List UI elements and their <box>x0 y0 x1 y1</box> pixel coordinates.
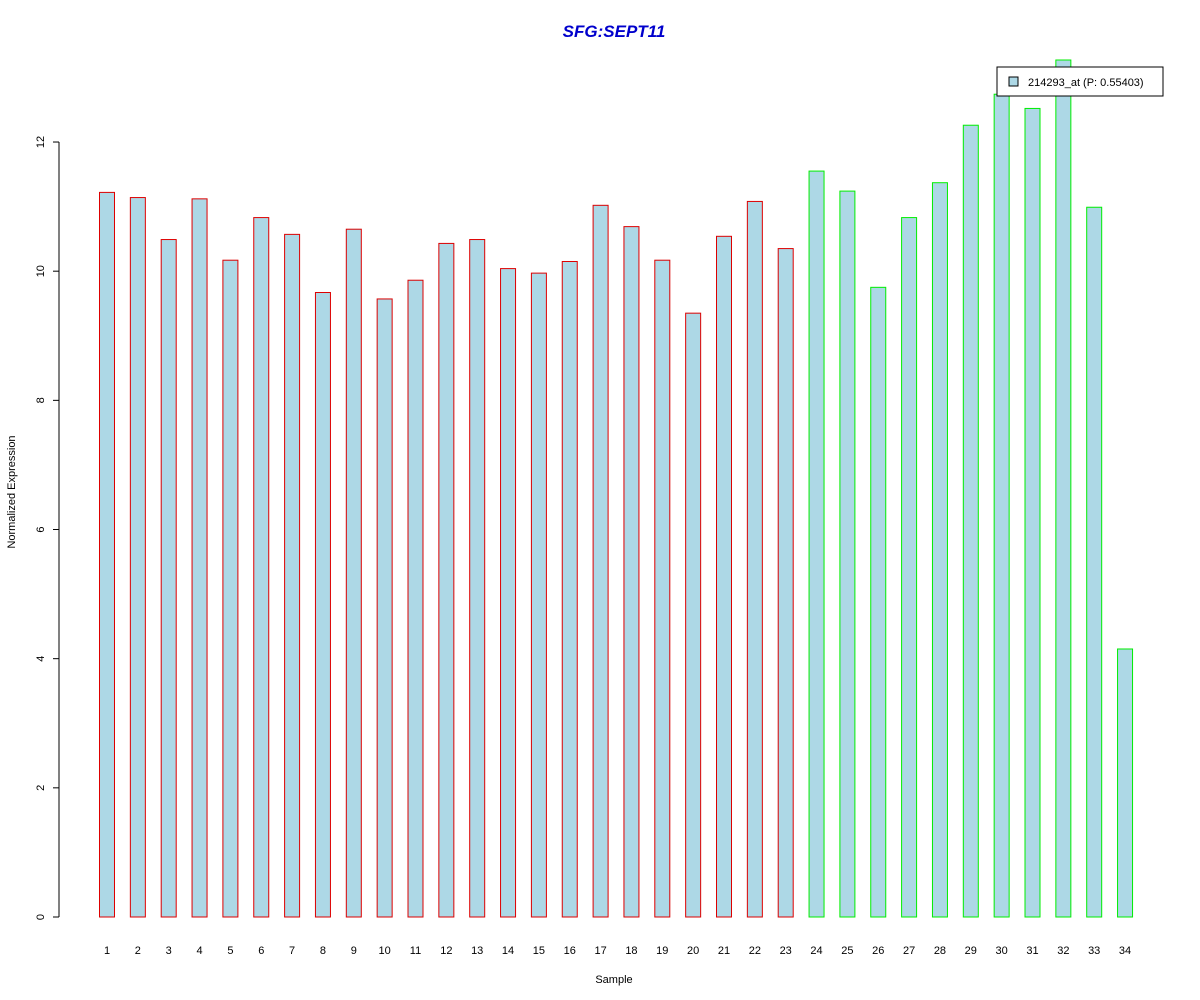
x-tick-label: 4 <box>196 945 202 957</box>
y-axis: 0 2 4 6 8 10 12 <box>35 136 60 920</box>
bar-sample-33 <box>1086 206 1103 918</box>
x-tick-label: 11 <box>410 945 421 957</box>
bar-sample-14 <box>500 268 517 918</box>
bar-sample-6 <box>253 217 270 918</box>
x-tick-label: 12 <box>440 945 452 957</box>
bar-sample-8 <box>314 291 331 918</box>
y-tick-label: 0 <box>35 914 47 920</box>
bar-sample-2 <box>129 197 146 918</box>
bar-sample-19 <box>654 259 671 918</box>
bar-sample-29 <box>962 124 979 918</box>
bar-sample-15 <box>530 272 547 918</box>
bar-sample-18 <box>623 226 640 918</box>
chart-title: SFG:SEPT11 <box>563 22 666 41</box>
bar-sample-10 <box>376 298 393 918</box>
y-tick-label: 6 <box>35 526 47 532</box>
x-tick-label: 17 <box>594 945 606 957</box>
x-tick-label: 21 <box>718 945 730 957</box>
x-tick-label: 6 <box>258 945 264 957</box>
x-tick-label: 5 <box>227 945 233 957</box>
x-tick-label: 8 <box>320 945 326 957</box>
x-tick-label: 33 <box>1088 945 1100 957</box>
x-axis-label: Sample <box>595 974 632 986</box>
bar-sample-5 <box>222 259 239 918</box>
bar-sample-34 <box>1117 648 1134 918</box>
legend-swatch <box>1008 76 1019 87</box>
bar-sample-22 <box>746 200 763 918</box>
bar-sample-24 <box>808 170 825 918</box>
x-tick-label: 23 <box>780 945 792 957</box>
bar-sample-26 <box>870 286 887 918</box>
y-tick-label: 8 <box>35 397 47 403</box>
bar-sample-20 <box>685 312 702 918</box>
x-tick-label: 13 <box>471 945 483 957</box>
legend-label: 214293_at (P: 0.55403) <box>1028 77 1144 89</box>
x-tick-label: 19 <box>656 945 668 957</box>
x-tick-label: 16 <box>564 945 576 957</box>
x-tick-label: 10 <box>379 945 391 957</box>
legend-box <box>996 66 1164 97</box>
bar-sample-16 <box>561 260 578 918</box>
x-tick-label: 3 <box>166 945 172 957</box>
bar-sample-23 <box>777 248 794 918</box>
x-tick-label: 25 <box>841 945 853 957</box>
x-tick-label: 7 <box>289 945 295 957</box>
x-tick-label: 9 <box>351 945 357 957</box>
y-axis-label: Normalized Expression <box>6 435 18 548</box>
x-tick-labels: 1 2 3 4 5 6 7 8 9 10 11 12 13 14 15 16 17 18 19 20 21 22 23 24 2… <box>104 945 1131 957</box>
x-tick-label: 34 <box>1119 945 1131 957</box>
x-tick-label: 32 <box>1057 945 1069 957</box>
x-tick-label: 18 <box>625 945 637 957</box>
bars-group <box>99 59 1134 918</box>
x-tick-label: 27 <box>903 945 915 957</box>
x-tick-label: 15 <box>533 945 545 957</box>
x-tick-label: 29 <box>965 945 977 957</box>
bar-sample-28 <box>931 182 948 918</box>
bar-sample-7 <box>284 233 301 918</box>
y-tick-label: 2 <box>35 785 47 791</box>
bar-sample-3 <box>160 239 177 918</box>
x-tick-label: 26 <box>872 945 884 957</box>
y-tick-label: 12 <box>35 136 47 148</box>
bar-sample-1 <box>99 191 115 918</box>
x-tick-label: 24 <box>810 945 822 957</box>
x-tick-label: 28 <box>934 945 946 957</box>
bar-sample-27 <box>901 217 918 918</box>
bar-sample-30 <box>993 93 1010 918</box>
y-tick-label: 10 <box>35 265 47 277</box>
bar-sample-21 <box>716 235 732 918</box>
x-tick-label: 31 <box>1026 945 1038 957</box>
bar-sample-32 <box>1055 59 1072 918</box>
bar-sample-12 <box>438 242 455 918</box>
x-tick-label: 20 <box>687 945 699 957</box>
x-tick-label: 1 <box>104 945 110 957</box>
bar-sample-31 <box>1024 107 1041 918</box>
bar-sample-4 <box>191 198 208 918</box>
y-tick-label: 4 <box>35 656 47 662</box>
bar-sample-25 <box>839 190 856 918</box>
x-tick-label: 30 <box>996 945 1008 957</box>
bar-sample-13 <box>469 239 486 918</box>
bar-sample-9 <box>345 228 362 918</box>
x-tick-label: 22 <box>749 945 761 957</box>
x-tick-label: 2 <box>135 945 141 957</box>
x-tick-label: 14 <box>502 945 514 957</box>
bar-sample-11 <box>407 279 424 918</box>
legend: 214293_at (P: 0.55403) <box>996 66 1164 97</box>
bar-sample-17 <box>592 204 609 918</box>
